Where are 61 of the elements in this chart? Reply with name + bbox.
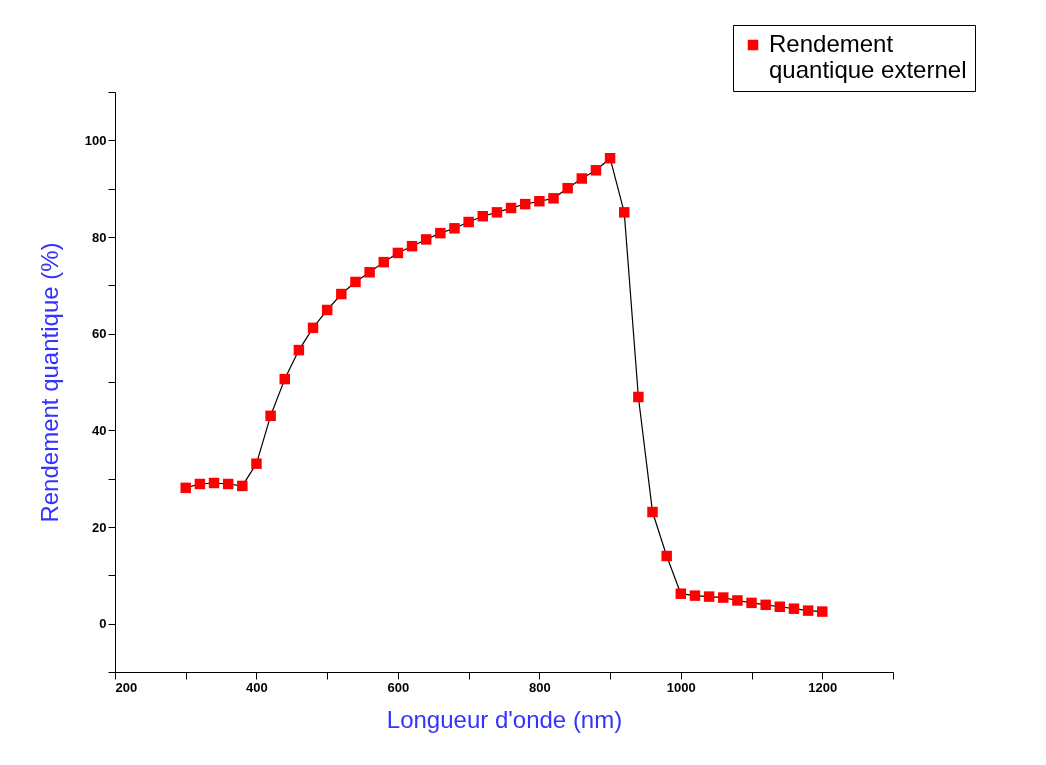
point xyxy=(420,234,432,245)
point xyxy=(732,595,743,606)
point xyxy=(378,256,390,268)
point xyxy=(562,182,573,194)
point xyxy=(477,210,489,222)
point xyxy=(802,605,814,616)
y-axis-title: Rendement quantique (%) xyxy=(35,242,63,523)
point xyxy=(647,506,658,518)
point xyxy=(633,391,644,403)
point xyxy=(237,480,248,492)
point xyxy=(788,603,800,614)
point xyxy=(208,477,220,489)
point xyxy=(364,267,375,278)
point xyxy=(590,165,602,176)
x-tick-label: 400 xyxy=(246,679,268,695)
point xyxy=(576,173,588,184)
point xyxy=(548,193,559,204)
point xyxy=(279,373,290,385)
point xyxy=(435,227,446,239)
point xyxy=(604,152,616,164)
point xyxy=(505,202,517,214)
x-tick-label: 1200 xyxy=(808,679,838,695)
point xyxy=(703,591,715,602)
point xyxy=(534,195,545,207)
point xyxy=(463,216,474,228)
y-tick-label: 40 xyxy=(92,422,107,438)
point xyxy=(321,304,333,316)
point xyxy=(675,588,687,599)
y-tick-label: 20 xyxy=(92,519,107,535)
point xyxy=(449,223,460,234)
point xyxy=(519,198,531,210)
point xyxy=(491,207,503,218)
point xyxy=(350,276,361,288)
point xyxy=(618,207,630,218)
y-tick-label: 0 xyxy=(99,616,107,632)
point xyxy=(194,478,206,490)
legend-label: Rendement quantique externel xyxy=(769,30,967,83)
point xyxy=(746,597,757,609)
point xyxy=(293,344,305,356)
point xyxy=(180,482,191,494)
x-tick-label: 200 xyxy=(115,679,138,695)
point xyxy=(307,322,319,334)
x-axis-title: Longueur d'onde (nm) xyxy=(386,705,623,733)
x-tick-label: 1000 xyxy=(666,679,696,695)
y-tick-label: 80 xyxy=(92,229,107,245)
y-tick-label: 100 xyxy=(84,132,107,148)
point xyxy=(336,288,347,300)
point xyxy=(265,410,276,422)
point xyxy=(661,550,672,562)
point xyxy=(406,240,418,252)
point xyxy=(251,458,262,469)
point xyxy=(760,599,771,611)
point xyxy=(817,606,828,617)
point xyxy=(222,478,234,490)
x-tick-label: 800 xyxy=(529,679,551,695)
point xyxy=(392,247,404,259)
point xyxy=(774,601,786,612)
point xyxy=(689,590,701,601)
point xyxy=(718,592,729,603)
x-tick-label: 600 xyxy=(387,679,410,695)
y-tick-label: 60 xyxy=(92,326,107,342)
